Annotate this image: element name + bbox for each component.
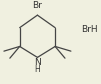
- Text: Br: Br: [33, 1, 42, 10]
- Text: BrH: BrH: [81, 25, 97, 34]
- Text: H: H: [35, 65, 40, 74]
- Text: N: N: [34, 58, 41, 67]
